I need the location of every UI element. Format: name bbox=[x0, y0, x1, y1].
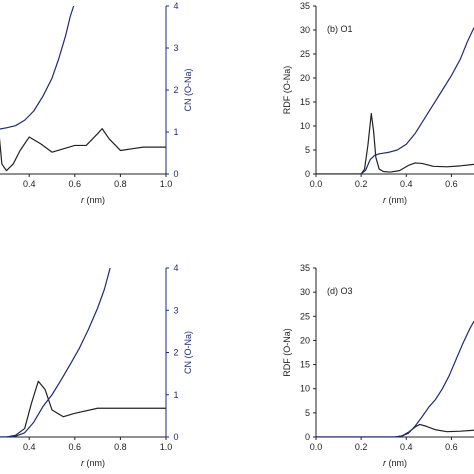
y-tick-label: 0 bbox=[305, 432, 310, 442]
x-tick-label: 0.6 bbox=[69, 179, 82, 189]
x-tick-label: 0.4 bbox=[400, 442, 413, 452]
x-tick-label: 0.6 bbox=[445, 179, 458, 189]
x-tick-label: 0.0 bbox=[310, 442, 323, 452]
y-axis-title: RDF (O-Na) bbox=[282, 66, 292, 115]
rdf-series-line bbox=[316, 112, 474, 174]
x-axis-title: r (nm) bbox=[383, 195, 407, 205]
x-axis-title-unit: (nm) bbox=[386, 458, 407, 468]
y2-axis-title: CN (O-Na) bbox=[183, 331, 193, 374]
x-axis-title-unit: (nm) bbox=[386, 195, 407, 205]
panel-d: 0.0 0.2 0.4 0.6 0 5 10 15 20 25 30 35 RDF (O-Na) r (n… bbox=[282, 263, 474, 468]
y-tick-label: 0 bbox=[305, 169, 310, 179]
x-tick-label: 1.0 bbox=[160, 442, 173, 452]
x-tick-label: 0.4 bbox=[23, 442, 36, 452]
cn-series-line bbox=[316, 320, 474, 437]
x-tick-label: 0.4 bbox=[400, 179, 413, 189]
y-tick-label: 25 bbox=[300, 49, 310, 59]
y-tick-label: 30 bbox=[300, 25, 310, 35]
cn-series-line bbox=[0, 268, 111, 437]
panel-label: (d) O3 bbox=[327, 286, 353, 296]
y2-tick-label: 3 bbox=[173, 43, 178, 53]
x-axis-title-symbol: r bbox=[383, 458, 387, 468]
panel-c: 0.4 0.6 0.8 1.00 1 2 3 4 CN (O-Na) r (nm) bbox=[0, 263, 193, 468]
y2-axis-title: CN (O-Na) bbox=[183, 69, 193, 112]
x-tick-label: 0.6 bbox=[69, 442, 82, 452]
y-tick-label: 10 bbox=[300, 384, 310, 394]
y-tick-label: 20 bbox=[300, 335, 310, 345]
x-tick-label: 0.2 bbox=[355, 442, 368, 452]
panel-a: 0.4 0.6 0.8 1.00 1 2 3 4 CN (O-Na) r (nm) bbox=[0, 1, 193, 205]
x-axis-title: r (nm) bbox=[383, 458, 407, 468]
cn-series-line bbox=[0, 6, 75, 130]
y-tick-label: 35 bbox=[300, 1, 310, 11]
y-tick-label: 20 bbox=[300, 73, 310, 83]
y2-tick-label: 2 bbox=[173, 348, 178, 358]
y-tick-label: 35 bbox=[300, 263, 310, 273]
y2-tick-label: 3 bbox=[173, 305, 178, 315]
x-tick-label: 0.4 bbox=[23, 179, 36, 189]
y2-tick-label: 4 bbox=[173, 263, 178, 273]
rdf-series-line bbox=[316, 423, 474, 437]
x-axis-title-symbol: r bbox=[81, 195, 85, 205]
y2-tick-label: 4 bbox=[173, 1, 178, 11]
x-tick-label: 0.2 bbox=[355, 179, 368, 189]
y-tick-label: 25 bbox=[300, 311, 310, 321]
y-tick-label: 30 bbox=[300, 287, 310, 297]
x-tick-label: 0.8 bbox=[114, 179, 127, 189]
x-tick-label: 0.8 bbox=[114, 442, 127, 452]
y-tick-label: 10 bbox=[300, 121, 310, 131]
x-tick-label: 0.6 bbox=[445, 442, 458, 452]
x-axis-title-symbol: r bbox=[81, 458, 85, 468]
y2-tick-label: 0 bbox=[173, 169, 178, 179]
y2-tick-label: 2 bbox=[173, 85, 178, 95]
panel-b: 0.0 0.2 0.4 0.6 0 5 10 15 20 25 30 35 RDF (O-Na) r (n… bbox=[282, 1, 474, 205]
rdf-series-line bbox=[0, 128, 166, 172]
y-tick-label: 15 bbox=[300, 360, 310, 370]
x-axis-title: r (nm) bbox=[81, 458, 105, 468]
x-axis-title-symbol: r bbox=[383, 195, 387, 205]
y-tick-label: 15 bbox=[300, 97, 310, 107]
x-axis-title: r (nm) bbox=[81, 195, 105, 205]
y2-tick-label: 0 bbox=[173, 432, 178, 442]
cn-series-line bbox=[316, 27, 474, 174]
y2-tick-label: 1 bbox=[173, 390, 178, 400]
rdf-series-line bbox=[0, 380, 166, 437]
y-axis-title: RDF (O-Na) bbox=[282, 328, 292, 377]
y-tick-label: 5 bbox=[305, 408, 310, 418]
x-axis-title-unit: (nm) bbox=[84, 195, 105, 205]
x-tick-label: 1.0 bbox=[160, 179, 173, 189]
x-tick-label: 0.0 bbox=[310, 179, 323, 189]
x-axis-title-unit: (nm) bbox=[84, 458, 105, 468]
y-tick-label: 5 bbox=[305, 145, 310, 155]
y2-tick-label: 1 bbox=[173, 127, 178, 137]
panel-label: (b) O1 bbox=[327, 24, 353, 34]
